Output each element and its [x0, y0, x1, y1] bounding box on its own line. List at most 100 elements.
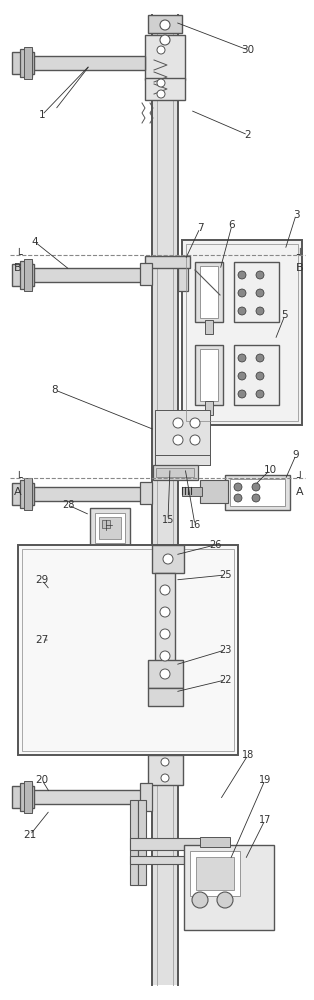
- Text: 23: 23: [219, 645, 231, 655]
- Text: A: A: [14, 487, 22, 497]
- Bar: [30, 56, 145, 70]
- Bar: [12, 264, 34, 286]
- Bar: [130, 856, 220, 864]
- Bar: [95, 513, 125, 543]
- Text: 22: 22: [219, 675, 231, 685]
- Bar: [184, 845, 274, 930]
- Text: 26: 26: [209, 540, 221, 550]
- Circle shape: [190, 418, 200, 428]
- Text: 25: 25: [219, 570, 231, 580]
- Text: 29: 29: [35, 575, 49, 585]
- Text: └: └: [15, 473, 21, 483]
- Bar: [20, 480, 32, 508]
- Bar: [200, 266, 218, 318]
- Bar: [20, 49, 32, 77]
- Bar: [155, 455, 210, 465]
- Circle shape: [238, 289, 246, 297]
- Text: 17: 17: [259, 815, 271, 825]
- Text: 9: 9: [293, 450, 299, 460]
- Bar: [234, 262, 279, 322]
- Text: 3: 3: [293, 210, 299, 220]
- Bar: [200, 480, 228, 503]
- Bar: [140, 783, 152, 811]
- Text: 21: 21: [23, 830, 37, 840]
- Bar: [148, 15, 182, 33]
- Bar: [20, 261, 32, 289]
- Circle shape: [256, 372, 264, 380]
- Circle shape: [160, 20, 170, 30]
- Bar: [200, 349, 218, 401]
- Circle shape: [161, 774, 169, 782]
- Text: ┘: ┘: [297, 250, 303, 260]
- Circle shape: [160, 629, 170, 639]
- Bar: [99, 517, 121, 539]
- Bar: [138, 800, 146, 885]
- Circle shape: [160, 35, 170, 45]
- Bar: [205, 320, 213, 334]
- Circle shape: [238, 271, 246, 279]
- Text: └: └: [15, 250, 21, 260]
- Bar: [234, 345, 279, 405]
- Bar: [148, 688, 183, 706]
- Bar: [18, 545, 238, 755]
- Circle shape: [256, 289, 264, 297]
- Text: B: B: [296, 263, 304, 273]
- Text: 10: 10: [263, 465, 277, 475]
- Text: 6: 6: [229, 220, 235, 230]
- Bar: [30, 487, 142, 501]
- Bar: [225, 475, 290, 510]
- Bar: [148, 755, 183, 785]
- Text: B: B: [14, 263, 22, 273]
- Circle shape: [173, 435, 183, 445]
- Bar: [178, 256, 188, 291]
- Circle shape: [234, 494, 242, 502]
- Bar: [24, 781, 32, 813]
- Bar: [130, 800, 138, 885]
- Text: 20: 20: [35, 775, 49, 785]
- Circle shape: [160, 607, 170, 617]
- Text: 27: 27: [35, 635, 49, 645]
- Text: 1: 1: [39, 110, 45, 120]
- Bar: [24, 478, 32, 510]
- Circle shape: [160, 651, 170, 661]
- Bar: [186, 244, 298, 421]
- Text: A: A: [296, 487, 304, 497]
- Bar: [12, 52, 34, 74]
- Bar: [148, 660, 183, 688]
- Circle shape: [157, 79, 165, 87]
- Bar: [196, 857, 234, 890]
- Circle shape: [238, 307, 246, 315]
- Text: ┘: ┘: [297, 473, 303, 483]
- Text: 19: 19: [259, 775, 271, 785]
- Bar: [140, 263, 152, 285]
- Circle shape: [256, 390, 264, 398]
- Bar: [190, 851, 240, 896]
- Text: 28: 28: [62, 500, 74, 510]
- Circle shape: [190, 435, 200, 445]
- Text: 4: 4: [32, 237, 38, 247]
- Bar: [145, 35, 185, 80]
- Circle shape: [173, 418, 183, 428]
- Circle shape: [238, 354, 246, 362]
- Text: 30: 30: [241, 45, 255, 55]
- Circle shape: [252, 494, 260, 502]
- Bar: [230, 479, 285, 506]
- Bar: [145, 256, 190, 268]
- Circle shape: [157, 90, 165, 98]
- Circle shape: [161, 758, 169, 766]
- Bar: [20, 783, 32, 811]
- Circle shape: [157, 46, 165, 54]
- Bar: [205, 401, 213, 415]
- Bar: [30, 790, 142, 804]
- Bar: [145, 78, 185, 100]
- Text: 7: 7: [197, 223, 203, 233]
- Bar: [156, 468, 194, 477]
- Bar: [24, 259, 32, 291]
- Bar: [155, 410, 210, 465]
- Bar: [195, 262, 223, 322]
- Text: 5: 5: [282, 310, 288, 320]
- Bar: [12, 483, 34, 505]
- Bar: [102, 520, 110, 528]
- Bar: [155, 573, 175, 683]
- Circle shape: [238, 372, 246, 380]
